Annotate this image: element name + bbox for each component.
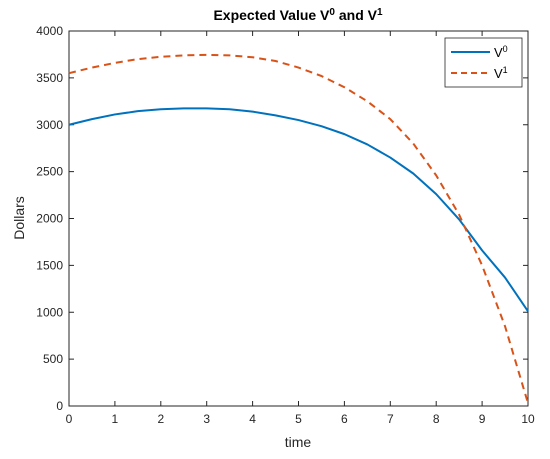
y-tick-label: 4000: [36, 24, 63, 38]
legend-label-v1: V1: [494, 65, 508, 81]
y-axis-label: Dollars: [11, 196, 27, 240]
y-axis-ticks: 0 500 1000 1500 2000 2500 3000 3500 4000: [36, 24, 528, 413]
x-tick-label: 1: [112, 412, 119, 426]
legend-box: [444, 37, 523, 88]
chart-title: Expected Value V0 and V1: [213, 7, 383, 24]
x-tick-label: 4: [249, 412, 256, 426]
x-tick-label: 2: [157, 412, 164, 426]
y-tick-label: 3000: [36, 118, 63, 132]
x-tick-label: 6: [341, 412, 348, 426]
y-tick-label: 2000: [36, 212, 63, 226]
legend: V0 V1: [444, 37, 523, 88]
x-tick-label: 0: [66, 412, 73, 426]
legend-label-v0: V0: [494, 44, 508, 60]
y-tick-label: 3500: [36, 71, 63, 85]
x-tick-label: 9: [479, 412, 486, 426]
x-tick-label: 8: [433, 412, 440, 426]
series-line-v0: [68, 107, 529, 312]
y-tick-label: 2500: [36, 165, 63, 179]
x-axis-label: time: [285, 434, 312, 450]
legend-label-v1-name: V: [494, 66, 503, 81]
legend-label-v0-name: V: [494, 45, 503, 60]
x-tick-label: 7: [387, 412, 394, 426]
y-tick-label: 1500: [36, 258, 63, 272]
chart-title-prefix: Expected Value V: [213, 7, 330, 23]
y-tick-label: 0: [56, 399, 63, 413]
legend-label-v0-sup: 0: [503, 44, 508, 54]
x-axis-ticks: 0 1 2 3 4 5 6 7 8 9 10: [66, 31, 535, 426]
series-layer: [68, 53, 529, 404]
chart-title-sup1: 0: [329, 7, 335, 18]
chart-title-middle: and V: [335, 7, 378, 23]
x-tick-label: 5: [295, 412, 302, 426]
y-tick-label: 500: [43, 352, 63, 366]
y-tick-label: 1000: [36, 305, 63, 319]
x-tick-label: 3: [203, 412, 210, 426]
chart-title-sup2: 1: [377, 7, 383, 18]
x-tick-label: 10: [521, 412, 535, 426]
legend-label-v1-sup: 1: [503, 65, 508, 75]
series-line-v1: [68, 53, 529, 404]
plot-area: [68, 30, 529, 407]
